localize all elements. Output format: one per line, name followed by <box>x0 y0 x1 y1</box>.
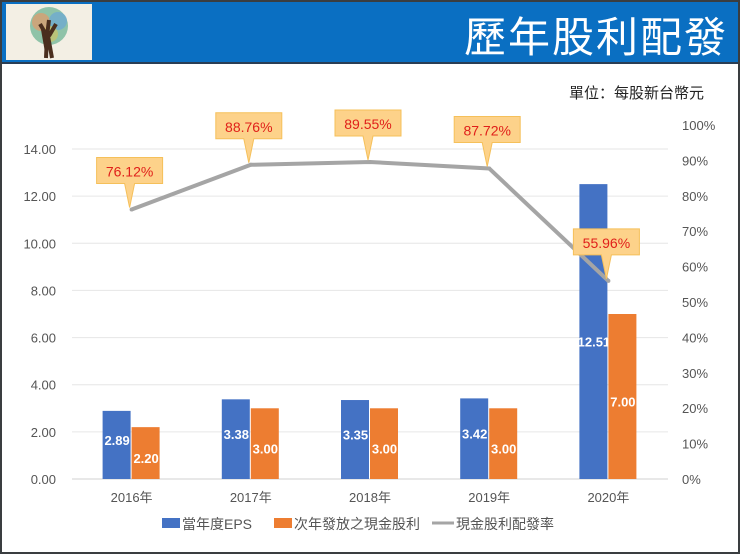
dividend-bar <box>608 314 637 479</box>
eps-bar <box>579 184 608 479</box>
tree-hands-logo <box>6 4 92 60</box>
dividend-label: 7.00 <box>610 395 635 410</box>
dividend-bar <box>131 427 160 479</box>
payout-point <box>129 207 134 212</box>
y-left-tick: 10.00 <box>23 236 56 251</box>
y-left-tick: 2.00 <box>31 425 56 440</box>
y-left-tick: 14.00 <box>23 142 56 157</box>
dividend-label: 2.20 <box>133 451 158 466</box>
callout-box <box>453 115 521 167</box>
eps-label: 2.89 <box>104 433 129 448</box>
x-tick: 2020年 <box>587 490 629 505</box>
y-right-tick: 80% <box>682 189 708 204</box>
callout-box <box>215 112 283 163</box>
payout-point <box>368 159 372 164</box>
payout-label: 88.76% <box>225 119 272 135</box>
y-right-tick: 0% <box>682 472 701 487</box>
x-tick: 2016年 <box>111 490 153 505</box>
y-left-tick: 0.00 <box>31 472 56 487</box>
y-right-tick: 50% <box>682 295 708 310</box>
dividend-label: 3.00 <box>491 442 516 457</box>
payout-label: 89.55% <box>344 116 391 132</box>
dividend-label: 3.00 <box>253 442 278 457</box>
eps-label: 3.38 <box>224 427 249 442</box>
y-right-tick: 90% <box>682 153 708 168</box>
eps-label: 3.42 <box>462 427 487 442</box>
y-right-tick: 30% <box>682 366 708 381</box>
payout-point <box>248 162 253 167</box>
eps-bar <box>460 398 489 479</box>
y-left-tick: 8.00 <box>31 283 56 298</box>
y-left-tick: 12.00 <box>23 189 56 204</box>
legend-label: 當年度EPS <box>182 516 252 532</box>
dividend-bar <box>250 408 279 479</box>
legend-swatch <box>162 518 180 528</box>
eps-bar <box>221 399 250 479</box>
y-left-tick: 4.00 <box>31 378 56 393</box>
y-right-tick: 70% <box>682 224 708 239</box>
callout-box <box>572 228 640 280</box>
callout-box <box>334 109 402 161</box>
x-tick: 2018年 <box>349 490 391 505</box>
y-right-tick: 10% <box>682 437 708 452</box>
y-right-tick: 100% <box>682 118 716 133</box>
payout-label: 55.96% <box>583 235 630 251</box>
y-right-tick: 20% <box>682 401 708 416</box>
payout-label: 76.12% <box>106 164 153 180</box>
eps-label: 12.51 <box>578 335 611 350</box>
legend-swatch <box>274 518 292 528</box>
callout-box <box>96 157 164 208</box>
dividend-bar <box>370 408 398 479</box>
dividend-label: 3.00 <box>372 442 397 457</box>
eps-bar <box>341 400 369 479</box>
title-bar: 歷年股利配發 <box>2 2 738 64</box>
y-right-tick: 40% <box>682 330 708 345</box>
eps-bar <box>102 410 131 479</box>
payout-point <box>606 278 611 283</box>
y-right-tick: 60% <box>682 260 708 275</box>
dividend-bar <box>489 408 518 479</box>
x-tick: 2017年 <box>230 490 272 505</box>
unit-label: 單位：每股新台幣元 <box>568 84 704 102</box>
legend-label: 次年發放之現金股利 <box>294 516 420 532</box>
x-tick: 2019年 <box>468 490 510 505</box>
y-left-tick: 6.00 <box>31 331 56 346</box>
legend-label: 現金股利配發率 <box>456 516 554 532</box>
payout-ratio-line <box>130 159 610 283</box>
payout-label: 87.72% <box>463 122 510 138</box>
payout-point <box>487 166 492 171</box>
page-title: 歷年股利配發 <box>463 13 728 62</box>
eps-label: 3.35 <box>343 428 368 443</box>
